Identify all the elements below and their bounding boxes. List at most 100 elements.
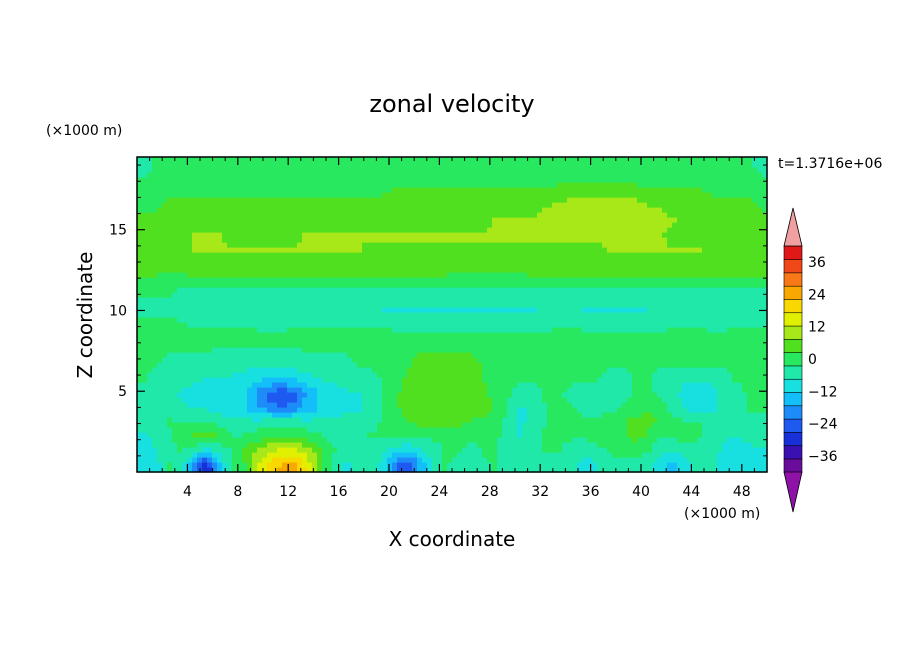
field-cell <box>227 457 233 463</box>
field-cell <box>222 397 228 403</box>
field-cell <box>162 297 168 303</box>
field-cell <box>557 342 563 348</box>
field-cell <box>462 342 468 348</box>
field-cell <box>242 457 248 463</box>
field-cell <box>152 317 158 323</box>
field-cell <box>557 282 563 288</box>
field-cell <box>442 352 448 358</box>
field-cell <box>492 347 498 353</box>
field-cell <box>657 437 663 443</box>
field-cell <box>672 382 678 388</box>
field-cell <box>392 402 398 408</box>
field-cell <box>207 277 213 283</box>
field-cell <box>677 397 683 403</box>
field-cell <box>707 447 713 453</box>
field-cell <box>762 342 768 348</box>
field-cell <box>662 277 668 283</box>
field-cell <box>742 412 748 418</box>
field-cell <box>347 462 353 468</box>
field-cell <box>357 317 363 323</box>
field-cell <box>422 392 428 398</box>
field-cell <box>242 312 248 318</box>
field-cell <box>422 302 428 308</box>
field-cell <box>207 272 213 278</box>
field-cell <box>592 407 598 413</box>
field-cell <box>367 442 373 448</box>
field-cell <box>667 402 673 408</box>
field-cell <box>372 327 378 333</box>
field-cell <box>552 437 558 443</box>
field-cell <box>732 312 738 318</box>
field-cell <box>417 372 423 378</box>
field-cell <box>482 412 488 418</box>
field-cell <box>262 382 268 388</box>
field-cell <box>592 292 598 298</box>
field-cell <box>712 467 718 473</box>
field-cell <box>392 317 398 323</box>
field-cell <box>422 462 428 468</box>
field-cell <box>677 277 683 283</box>
field-cell <box>442 457 448 463</box>
field-cell <box>747 417 753 423</box>
field-cell <box>137 272 143 278</box>
field-cell <box>162 287 168 293</box>
field-cell <box>537 287 543 293</box>
field-cell <box>202 332 208 338</box>
field-cell <box>502 357 508 363</box>
field-cell <box>742 437 748 443</box>
field-cell <box>487 352 493 358</box>
field-cell <box>152 362 158 368</box>
field-cell <box>657 327 663 333</box>
field-cell <box>137 447 143 453</box>
field-cell <box>542 317 548 323</box>
field-cell <box>622 277 628 283</box>
field-cell <box>427 437 433 443</box>
field-cell <box>752 402 758 408</box>
field-cell <box>237 427 243 433</box>
field-cell <box>692 452 698 458</box>
field-cell <box>572 302 578 308</box>
field-cell <box>272 452 278 458</box>
field-cell <box>237 367 243 373</box>
field-cell <box>722 457 728 463</box>
field-cell <box>607 337 613 343</box>
field-cell <box>487 337 493 343</box>
field-cell <box>187 312 193 318</box>
field-cell <box>747 372 753 378</box>
field-cell <box>222 432 228 438</box>
field-cell <box>417 397 423 403</box>
field-cell <box>527 287 533 293</box>
field-cell <box>552 442 558 448</box>
field-cell <box>372 452 378 458</box>
field-cell <box>507 462 513 468</box>
field-cell <box>607 422 613 428</box>
field-cell <box>457 317 463 323</box>
field-cell <box>392 432 398 438</box>
field-cell <box>532 467 538 473</box>
field-cell <box>452 457 458 463</box>
field-cell <box>397 452 403 458</box>
field-cell <box>367 457 373 463</box>
field-cell <box>217 392 223 398</box>
field-cell <box>402 277 408 283</box>
field-cell <box>262 327 268 333</box>
field-cell <box>352 297 358 303</box>
field-cell <box>722 442 728 448</box>
field-cell <box>307 282 313 288</box>
field-cell <box>402 377 408 383</box>
field-cell <box>637 372 643 378</box>
field-cell <box>752 357 758 363</box>
field-cell <box>162 377 168 383</box>
field-cell <box>682 397 688 403</box>
field-cell <box>197 382 203 388</box>
field-cell <box>317 402 323 408</box>
field-cell <box>247 302 253 308</box>
field-cell <box>647 437 653 443</box>
field-cell <box>307 342 313 348</box>
field-cell <box>137 357 143 363</box>
field-cell <box>627 362 633 368</box>
field-cell <box>312 352 318 358</box>
field-cell <box>502 307 508 313</box>
field-cell <box>482 442 488 448</box>
field-cell <box>167 402 173 408</box>
